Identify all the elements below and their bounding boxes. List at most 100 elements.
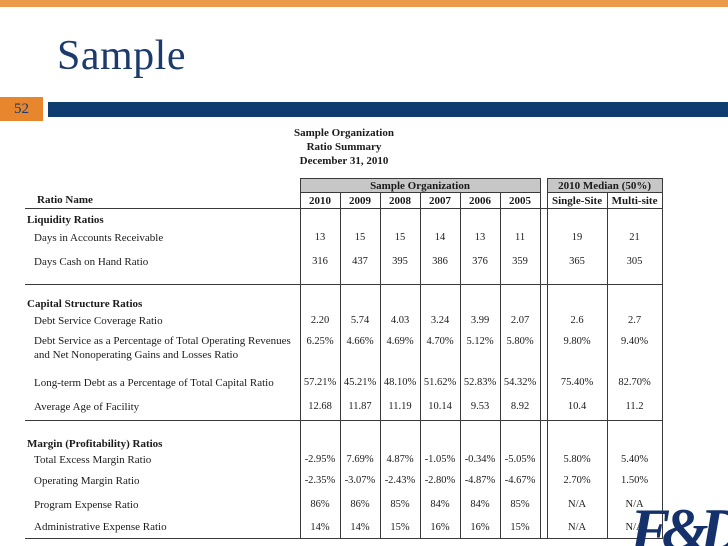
ratio-value: 86% [339,492,381,517]
ratio-value: 316 [299,248,341,275]
section-end-row [25,274,663,285]
ratio-value: 5.74 [339,310,381,331]
section-end-row [25,416,663,421]
section-title-row: Capital Structure Ratios [25,284,663,311]
ratio-value: 85% [499,492,541,517]
ratio-label: Long-term Debt as a Percentage of Total … [34,376,274,389]
group-header-median: 2010 Median (50%) [546,178,663,193]
ratio-value: 395 [379,248,421,275]
slide-title: Sample [57,33,186,79]
table-row: Debt Service Coverage Ratio 2.20 5.74 4.… [25,310,663,331]
table-group-header-row: Sample Organization 2010 Median (50%) [25,178,663,193]
ratio-value: 14% [339,516,381,539]
column-header-year: 2007 [419,192,461,209]
ratio-value: 9.53 [459,396,501,417]
ratio-value: -2.43% [379,468,421,493]
doc-header-date: December 31, 2010 [299,155,389,167]
ratio-value: 85% [379,492,421,517]
page-number-badge: 52 [0,97,43,121]
ratio-value: -2.35% [299,468,341,493]
ratio-value: 3.99 [459,310,501,331]
ratio-value: 11.2 [606,396,663,417]
table-row: Long-term Debt as a Percentage of Total … [25,368,663,397]
column-gap [539,192,548,209]
ratio-value: -0.34% [459,450,501,469]
column-header-year: 2010 [299,192,341,209]
fd-logo: F&D [630,497,728,546]
ratio-value: 9.80% [546,330,608,369]
ratio-value: 9.40% [606,330,663,369]
ratio-value: 57.21% [299,368,341,397]
doc-header-org: Sample Organization [294,127,394,139]
table-row: Total Excess Margin Ratio -2.95% 7.69% 4… [25,450,663,469]
ratio-value: 52.83% [459,368,501,397]
ratio-value: 359 [499,248,541,275]
group-header-spacer [25,179,300,193]
ratio-value: 386 [419,248,461,275]
ratio-summary-table: Sample Organization 2010 Median (50%) Ra… [25,178,663,539]
ratio-value: 7.69% [339,450,381,469]
ratio-value: 15 [379,226,421,249]
section-title-row: Liquidity Ratios [25,208,663,227]
ratio-value: 11 [499,226,541,249]
ratio-value: 11.19 [379,396,421,417]
ratio-value: 10.4 [546,396,608,417]
column-header-single-site: Single-Site [546,192,608,209]
top-accent-bar [0,0,728,7]
document-header: Sample Organization Ratio Summary Decemb… [254,126,434,168]
section-title: Liquidity Ratios [27,213,104,226]
section-title-row: Margin (Profitability) Ratios [25,420,663,451]
ratio-value: 6.25% [299,330,341,369]
ratio-value: 12.68 [299,396,341,417]
ratio-value: 86% [299,492,341,517]
ratio-value: N/A [606,516,663,539]
ratio-label: Days Cash on Hand Ratio [34,255,149,268]
ratio-value: 16% [419,516,461,539]
ratio-value: 5.80% [499,330,541,369]
ratio-value: 5.40% [606,450,663,469]
ratio-value: 14 [419,226,461,249]
column-header-year: 2006 [459,192,501,209]
ratio-value: 10.14 [419,396,461,417]
ratio-value: -4.87% [459,468,501,493]
ratio-value: 13 [299,226,341,249]
group-gap [540,179,547,193]
ratio-value: 45.21% [339,368,381,397]
table-row: Average Age of Facility 12.68 11.87 11.1… [25,396,663,417]
ratio-value: 54.32% [499,368,541,397]
ratio-value: 82.70% [606,368,663,397]
ratio-value: -1.05% [419,450,461,469]
ratio-value: -3.07% [339,468,381,493]
ratio-value: 14% [299,516,341,539]
ratio-value: N/A [606,492,663,517]
ratio-value: 2.20 [299,310,341,331]
table-row: Administrative Expense Ratio 14% 14% 15%… [25,516,663,539]
column-header-ratio-name: Ratio Name [25,192,300,209]
ratio-value: 4.69% [379,330,421,369]
ratio-value: 2.6 [546,310,608,331]
column-header-year: 2005 [499,192,541,209]
ratio-value: -5.05% [499,450,541,469]
ratio-value: 15 [339,226,381,249]
ratio-value: 5.12% [459,330,501,369]
section-title: Capital Structure Ratios [27,297,143,310]
column-header-year: 2009 [339,192,381,209]
table-row: Days Cash on Hand Ratio 316 437 395 386 … [25,248,663,275]
ratio-value: N/A [546,516,608,539]
ratio-value: -2.95% [299,450,341,469]
ratio-value: 48.10% [379,368,421,397]
ratio-value: 13 [459,226,501,249]
table-row: Program Expense Ratio 86% 86% 85% 84% 84… [25,492,663,517]
ratio-value: 305 [606,248,663,275]
ratio-label: Total Excess Margin Ratio [34,453,152,466]
ratio-value: 75.40% [546,368,608,397]
ratio-value: 11.87 [339,396,381,417]
ratio-value: 4.66% [339,330,381,369]
column-header-multi-site: Multi-site [606,192,663,209]
ratio-value: -2.80% [419,468,461,493]
ratio-value: 4.87% [379,450,421,469]
ratio-label: Debt Service as a Percentage of Total Op… [34,334,291,361]
ratio-label: Days in Accounts Receivable [34,231,164,244]
ratio-value: 84% [459,492,501,517]
ratio-label: Administrative Expense Ratio [25,516,300,539]
